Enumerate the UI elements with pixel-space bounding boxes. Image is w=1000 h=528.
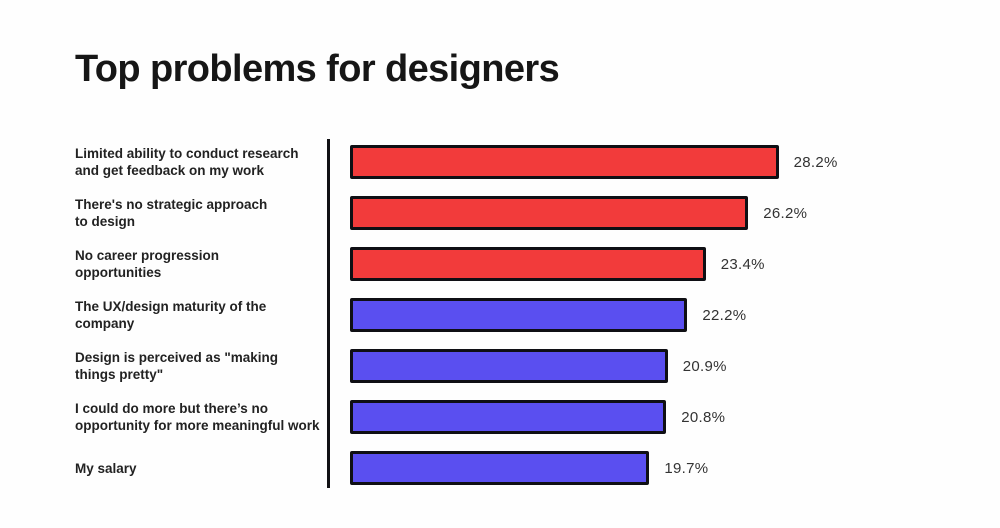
bar	[350, 196, 749, 230]
bar-row: Limited ability to conduct research and …	[75, 145, 985, 179]
bar	[350, 451, 650, 485]
value-label: 28.2%	[793, 153, 838, 171]
bar-row: Design is perceived as "making things pr…	[75, 349, 985, 383]
category-label: Design is perceived as "making things pr…	[75, 350, 278, 382]
value-label: 20.9%	[682, 357, 727, 375]
bar	[350, 400, 667, 434]
bar-chart: Limited ability to conduct research and …	[75, 139, 985, 488]
category-label: No career progression opportunities	[75, 248, 220, 280]
bar	[350, 247, 706, 281]
chart-title: Top problems for designers	[75, 48, 560, 90]
y-axis-line	[327, 139, 330, 488]
value-label: 26.2%	[763, 204, 808, 222]
value-label: 20.8%	[681, 408, 726, 426]
bar-row: No career progression opportunities 23.4…	[75, 247, 985, 281]
value-label: 23.4%	[720, 255, 765, 273]
bar-rows: Limited ability to conduct research and …	[75, 145, 985, 485]
category-label: I could do more but there’s no opportuni…	[75, 401, 320, 433]
category-label: My salary	[75, 460, 137, 476]
bar-row: There's no strategic approach to design …	[75, 196, 985, 230]
bar-row: The UX/design maturity of the company 22…	[75, 298, 985, 332]
bar	[350, 145, 779, 179]
category-label: Limited ability to conduct research and …	[75, 146, 299, 178]
category-label: There's no strategic approach to design	[75, 197, 268, 229]
value-label: 19.7%	[664, 459, 709, 477]
value-label: 22.2%	[702, 306, 747, 324]
bar-row: My salary 19.7%	[75, 451, 985, 485]
bar	[350, 298, 688, 332]
bar-row: I could do more but there’s no opportuni…	[75, 400, 985, 434]
bar	[350, 349, 668, 383]
category-label: The UX/design maturity of the company	[75, 299, 267, 331]
